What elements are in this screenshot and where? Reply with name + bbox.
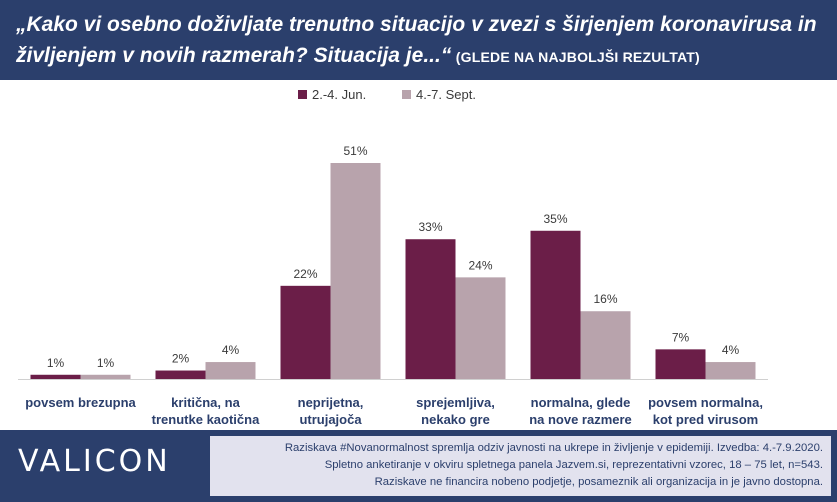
category-label-3-2: utrujajoča: [299, 412, 362, 427]
data-label-2-5: 16%: [593, 292, 617, 306]
chart-subtitle: (GLEDE NA NAJBOLJŠI REZULTAT): [455, 49, 700, 65]
data-label-1-6: 7%: [672, 330, 690, 344]
category-label-4-1: sprejemljiva,: [416, 395, 495, 410]
note-line-2: Spletno anketiranje v okviru spletnega p…: [324, 459, 823, 471]
category-label-5-2: na nove razmere: [529, 412, 632, 427]
category-label-2-1: kritična, na: [171, 395, 240, 410]
data-label-2-2: 4%: [222, 343, 240, 357]
legend-label-2: 4.-7. Sept.: [416, 87, 476, 102]
valicon-logo: VALICON: [18, 444, 171, 479]
legend-swatch-2: [402, 90, 411, 99]
bar-1-2: [155, 370, 206, 379]
data-label-2-6: 4%: [722, 343, 740, 357]
bar-2-4: [455, 277, 506, 379]
bar-2-5: [580, 311, 631, 379]
bar-chart: 2.-4. Jun. 4.-7. Sept. 1% 1% povsem brezupna…: [18, 87, 768, 427]
chart-header: „Kako vi osebno doživljate trenutno situ…: [0, 0, 837, 80]
data-label-1-5: 35%: [543, 212, 567, 226]
bar-2-6: [705, 362, 756, 379]
bar-1-4: [405, 239, 456, 379]
bar-1-3: [280, 285, 331, 379]
data-label-1-1: 1%: [47, 356, 65, 370]
category-label-2-2: trenutke kaotična: [152, 412, 260, 427]
data-label-2-3: 51%: [343, 144, 367, 158]
category-label-4-2: nekako gre: [421, 412, 490, 427]
category-label-3-1: neprijetna,: [298, 395, 364, 410]
bar-1-6: [655, 349, 706, 379]
category-label-5-1: normalna, glede: [531, 395, 631, 410]
data-label-2-1: 1%: [97, 356, 115, 370]
category-label-6-2: kot pred virusom: [653, 412, 758, 427]
methodology-note: Raziskava #Novanormalnost spremlja odziv…: [210, 436, 831, 496]
data-label-1-3: 22%: [293, 267, 317, 281]
chart-title: „Kako vi osebno doživljate trenutno situ…: [16, 13, 817, 67]
legend-swatch-1: [298, 90, 307, 99]
footer: VALICON Raziskava #Novanormalnost spreml…: [0, 430, 837, 502]
data-label-1-2: 2%: [172, 352, 190, 366]
bar-2-1: [80, 374, 131, 379]
category-label-1-1: povsem brezupna: [25, 395, 136, 410]
bar-1-1: [30, 374, 81, 379]
category-label-6-1: povsem normalna,: [648, 395, 763, 410]
note-line-1: Raziskava #Novanormalnost spremlja odziv…: [284, 442, 823, 454]
bar-2-3: [330, 163, 381, 379]
note-line-3: Raziskave ne financira nobeno podjetje, …: [374, 476, 823, 488]
bar-1-5: [530, 230, 581, 379]
data-label-2-4: 24%: [468, 258, 492, 272]
bar-2-2: [205, 362, 256, 379]
data-label-1-4: 33%: [418, 220, 442, 234]
legend-label-1: 2.-4. Jun.: [312, 87, 366, 102]
